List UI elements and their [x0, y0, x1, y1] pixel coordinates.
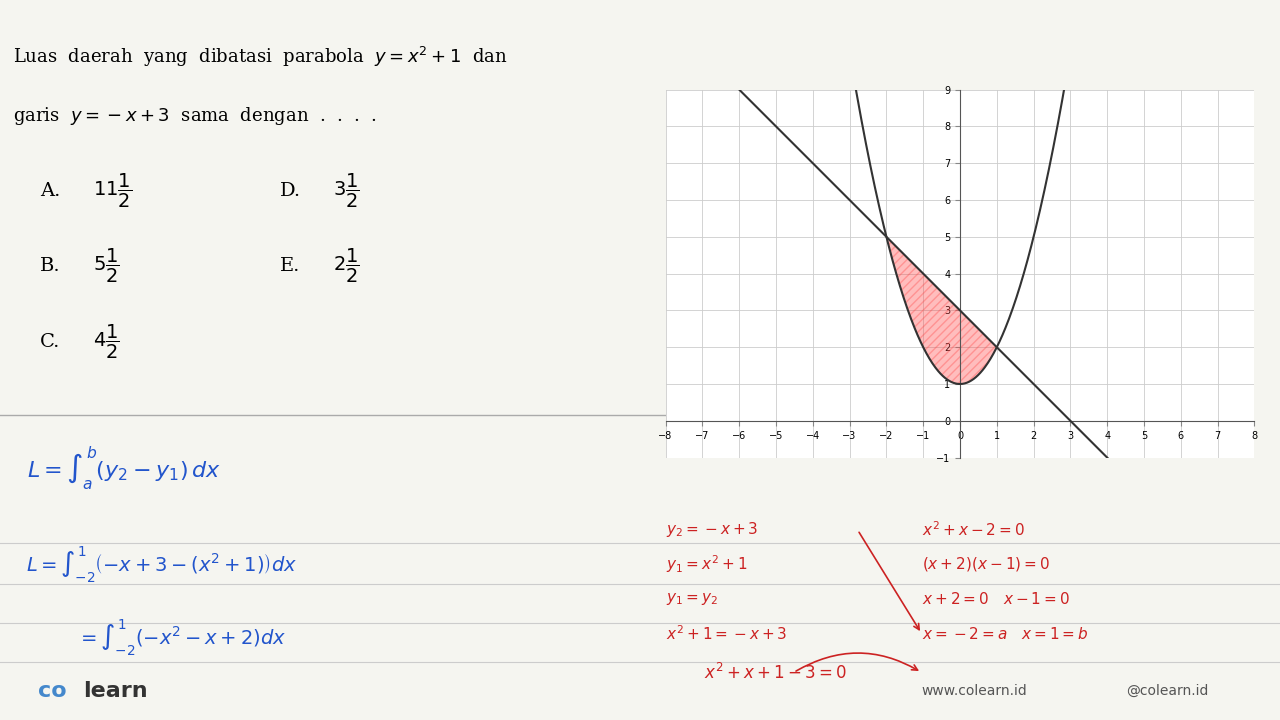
Text: $= \int_{-2}^{1} \left(-x^2 - x + 2\right) dx$: $= \int_{-2}^{1} \left(-x^2 - x + 2\righ… — [77, 618, 285, 658]
Text: garis  $y = -x + 3$  sama  dengan  .  .  .  .: garis $y = -x + 3$ sama dengan . . . . — [13, 105, 378, 127]
Text: $(x+2)(x-1)=0$: $(x+2)(x-1)=0$ — [922, 556, 1050, 573]
Text: $2\dfrac{1}{2}$: $2\dfrac{1}{2}$ — [333, 248, 360, 285]
Text: D.: D. — [279, 181, 301, 199]
Text: A.: A. — [40, 181, 60, 199]
Text: www.colearn.id: www.colearn.id — [922, 684, 1028, 698]
Text: B.: B. — [40, 257, 60, 275]
Text: $L = \int_a^b (y_2 - y_1)\, dx$: $L = \int_a^b (y_2 - y_1)\, dx$ — [27, 444, 220, 492]
Text: $x=-2=a \quad x=1=b$: $x=-2=a \quad x=1=b$ — [922, 626, 1088, 642]
Text: $y_1 = x^2+1$: $y_1 = x^2+1$ — [666, 554, 748, 575]
Text: $L = \int_{-2}^{1} \left(-x+3 - (x^2+1)\right) dx$: $L = \int_{-2}^{1} \left(-x+3 - (x^2+1)\… — [26, 544, 297, 585]
Text: @colearn.id: @colearn.id — [1126, 684, 1208, 698]
Text: Luas  daerah  yang  dibatasi  parabola  $y = x^2 + 1$  dan: Luas daerah yang dibatasi parabola $y = … — [13, 45, 508, 68]
Text: $y_1 = y_2$: $y_1 = y_2$ — [666, 591, 718, 607]
Text: learn: learn — [83, 681, 147, 701]
Text: $4\dfrac{1}{2}$: $4\dfrac{1}{2}$ — [93, 323, 120, 361]
Text: $x^2+1 = -x+3$: $x^2+1 = -x+3$ — [666, 624, 787, 643]
Text: $x+2=0 \quad x-1=0$: $x+2=0 \quad x-1=0$ — [922, 591, 1070, 607]
Text: E.: E. — [279, 257, 300, 275]
Text: co: co — [38, 681, 74, 701]
Text: $x^2+x+1-3=0$: $x^2+x+1-3=0$ — [704, 662, 847, 683]
Text: $x^2+x-2=0$: $x^2+x-2=0$ — [922, 521, 1024, 539]
Text: C.: C. — [40, 333, 60, 351]
Text: $y_2 = -x+3$: $y_2 = -x+3$ — [666, 521, 758, 539]
Text: $11\dfrac{1}{2}$: $11\dfrac{1}{2}$ — [93, 172, 132, 210]
Text: $5\dfrac{1}{2}$: $5\dfrac{1}{2}$ — [93, 248, 120, 285]
Text: $3\dfrac{1}{2}$: $3\dfrac{1}{2}$ — [333, 172, 360, 210]
